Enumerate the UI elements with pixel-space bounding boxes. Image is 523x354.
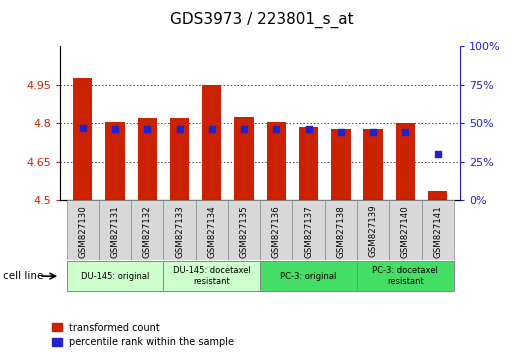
Point [208,126,216,132]
FancyBboxPatch shape [357,200,389,260]
Text: GSM827140: GSM827140 [401,205,410,258]
Text: GSM827132: GSM827132 [143,205,152,258]
FancyBboxPatch shape [66,261,163,291]
FancyBboxPatch shape [357,261,454,291]
Point [143,126,152,132]
FancyBboxPatch shape [99,200,131,260]
Bar [267,122,286,200]
Bar [105,122,124,200]
Point [175,126,184,132]
Text: DU-145: docetaxel
resistant: DU-145: docetaxel resistant [173,267,251,286]
Bar [428,191,447,200]
Bar [73,78,93,200]
Bar [299,127,319,200]
FancyBboxPatch shape [163,261,260,291]
Point [111,126,119,132]
Bar [202,85,221,200]
Text: GDS3973 / 223801_s_at: GDS3973 / 223801_s_at [169,11,354,28]
FancyBboxPatch shape [228,200,260,260]
Text: GSM827141: GSM827141 [433,205,442,258]
FancyBboxPatch shape [325,200,357,260]
Text: DU-145: original: DU-145: original [81,272,149,281]
Point [304,126,313,132]
FancyBboxPatch shape [163,200,196,260]
Text: GSM827139: GSM827139 [369,205,378,257]
Text: GSM827134: GSM827134 [207,205,217,258]
Text: GSM827136: GSM827136 [272,205,281,258]
FancyBboxPatch shape [260,200,292,260]
Bar [234,116,254,200]
FancyBboxPatch shape [131,200,163,260]
Text: GSM827138: GSM827138 [336,205,345,258]
Text: PC-3: docetaxel
resistant: PC-3: docetaxel resistant [372,267,438,286]
Bar [331,130,350,200]
Point [78,125,87,131]
Legend: transformed count, percentile rank within the sample: transformed count, percentile rank withi… [52,322,234,347]
Point [369,130,377,135]
Bar [363,130,383,200]
FancyBboxPatch shape [292,200,325,260]
Text: GSM827135: GSM827135 [240,205,248,258]
Text: GSM827137: GSM827137 [304,205,313,258]
FancyBboxPatch shape [66,200,99,260]
FancyBboxPatch shape [422,200,454,260]
Text: GSM827130: GSM827130 [78,205,87,258]
Text: cell line: cell line [3,271,43,281]
Point [434,151,442,156]
Bar [138,118,157,200]
Text: GSM827133: GSM827133 [175,205,184,258]
Text: GSM827131: GSM827131 [110,205,119,258]
Point [337,130,345,135]
FancyBboxPatch shape [260,261,357,291]
Point [401,130,410,135]
FancyBboxPatch shape [196,200,228,260]
Text: PC-3: original: PC-3: original [280,272,337,281]
Bar [170,118,189,200]
FancyBboxPatch shape [389,200,422,260]
Point [240,126,248,132]
Bar [396,123,415,200]
Point [272,126,280,132]
